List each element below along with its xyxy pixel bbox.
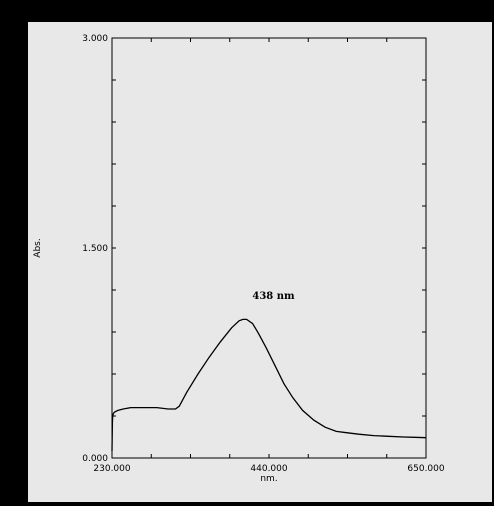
x-tick-label: 230.000: [93, 464, 130, 474]
y-tick-label: 0.000: [82, 454, 108, 464]
peak-annotation: 438 nm: [252, 291, 295, 302]
x-tick-label: 650.000: [407, 464, 444, 474]
y-tick-label: 1.500: [82, 244, 108, 254]
x-axis-label: nm.: [260, 474, 277, 484]
absorbance-chart: 230.000 440.000 650.000 0.000 1.500 3.000 nm. A…: [33, 34, 445, 484]
absorbance-series-line: [111, 318, 427, 452]
y-axis-label: Abs.: [33, 238, 43, 257]
y-tick-label: 3.000: [82, 34, 108, 44]
x-tick-label: 440.000: [250, 464, 287, 474]
plot-frame: [111, 37, 427, 459]
chart-panel: 230.000 440.000 650.000 0.000 1.500 3.000 nm. A…: [28, 22, 492, 502]
